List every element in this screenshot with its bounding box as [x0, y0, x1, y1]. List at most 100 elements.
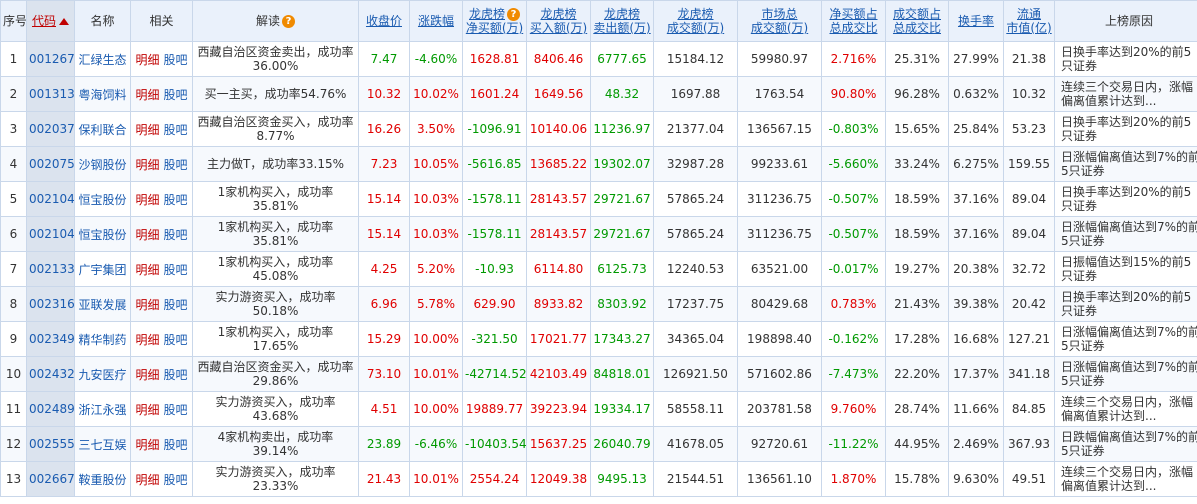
net-ratio-cell: 90.80% — [821, 76, 886, 112]
detail-link[interactable]: 明细 — [135, 367, 160, 382]
stock-code-link[interactable]: 002075 — [26, 146, 75, 182]
stock-name-link[interactable]: 精华制药 — [74, 321, 131, 357]
stock-code-link[interactable]: 001267 — [26, 41, 75, 77]
col-buy[interactable]: 龙虎榜 买入额(万) — [526, 0, 591, 42]
col-close[interactable]: 收盘价 — [358, 0, 410, 42]
forum-link[interactable]: 股吧 — [163, 437, 188, 452]
seq-cell: 8 — [0, 286, 27, 322]
net-buy-cell: 1628.81 — [462, 41, 527, 77]
col-code[interactable]: 代码 — [26, 0, 75, 42]
stock-code-link[interactable]: 002133 — [26, 251, 75, 287]
forum-link[interactable]: 股吧 — [163, 122, 188, 137]
forum-link[interactable]: 股吧 — [163, 367, 188, 382]
detail-link[interactable]: 明细 — [135, 297, 160, 312]
float-cap-cell: 84.85 — [1003, 391, 1055, 427]
mkt-deal-cell: 198898.40 — [737, 321, 822, 357]
turnover-cell: 17.37% — [948, 356, 1004, 392]
detail-link[interactable]: 明细 — [135, 262, 160, 277]
stock-name-link[interactable]: 九安医疗 — [74, 356, 131, 392]
stock-name-link[interactable]: 汇绿生态 — [74, 41, 131, 77]
help-icon[interactable]: ? — [282, 15, 295, 28]
buy-cell: 1649.56 — [526, 76, 591, 112]
col-change[interactable]: 涨跌幅 — [409, 0, 463, 42]
forum-link[interactable]: 股吧 — [163, 192, 188, 207]
detail-link[interactable]: 明细 — [135, 157, 160, 172]
stock-code-link[interactable]: 002432 — [26, 356, 75, 392]
deal-cell: 32987.28 — [653, 146, 738, 182]
detail-link[interactable]: 明细 — [135, 402, 160, 417]
stock-name-link[interactable]: 亚联发展 — [74, 286, 131, 322]
net-buy-cell: -1578.11 — [462, 216, 527, 252]
reason-cell: 日振幅值达到15%的前5只证券 — [1054, 251, 1197, 287]
stock-code-link[interactable]: 002037 — [26, 111, 75, 147]
forum-link[interactable]: 股吧 — [163, 227, 188, 242]
forum-link[interactable]: 股吧 — [163, 87, 188, 102]
float-cap-cell: 127.21 — [1003, 321, 1055, 357]
buy-cell: 28143.57 — [526, 216, 591, 252]
close-price-cell: 73.10 — [358, 356, 410, 392]
deal-cell: 12240.53 — [653, 251, 738, 287]
buy-cell: 39223.94 — [526, 391, 591, 427]
interpret-cell: 1家机构买入，成功率17.65% — [192, 321, 359, 357]
deal-ratio-cell: 17.28% — [885, 321, 949, 357]
stock-code-link[interactable]: 002555 — [26, 426, 75, 462]
close-price-cell: 16.26 — [358, 111, 410, 147]
mkt-deal-cell: 80429.68 — [737, 286, 822, 322]
related-cell: 明细 股吧 — [130, 216, 193, 252]
col-deal-ratio[interactable]: 成交额占 总成交比 — [885, 0, 949, 42]
stock-code-link[interactable]: 002104 — [26, 181, 75, 217]
col-sell[interactable]: 龙虎榜 卖出额(万) — [590, 0, 654, 42]
stock-code-link[interactable]: 002489 — [26, 391, 75, 427]
stock-name-link[interactable]: 三七互娱 — [74, 426, 131, 462]
related-cell: 明细 股吧 — [130, 391, 193, 427]
forum-link[interactable]: 股吧 — [163, 52, 188, 67]
detail-link[interactable]: 明细 — [135, 332, 160, 347]
col-float-cap[interactable]: 流通 市值(亿) — [1003, 0, 1055, 42]
stock-code-link[interactable]: 002104 — [26, 216, 75, 252]
detail-link[interactable]: 明细 — [135, 192, 160, 207]
col-deal[interactable]: 龙虎榜 成交额(万) — [653, 0, 738, 42]
detail-link[interactable]: 明细 — [135, 52, 160, 67]
forum-link[interactable]: 股吧 — [163, 472, 188, 487]
forum-link[interactable]: 股吧 — [163, 157, 188, 172]
deal-ratio-cell: 22.20% — [885, 356, 949, 392]
detail-link[interactable]: 明细 — [135, 227, 160, 242]
col-turnover[interactable]: 换手率 — [948, 0, 1004, 42]
stock-code-link[interactable]: 002316 — [26, 286, 75, 322]
stock-name-link[interactable]: 粤海饲料 — [74, 76, 131, 112]
table-row: 13 002667 鞍重股份 明细 股吧 实力游资买入，成功率23.33% 21.43 10.… — [0, 461, 1197, 497]
table-row: 1 001267 汇绿生态 明细 股吧 西藏自治区资金卖出，成功率36.00% 7.47 -4… — [0, 41, 1197, 77]
detail-link[interactable]: 明细 — [135, 472, 160, 487]
col-net-buy[interactable]: 龙虎榜? 净买额(万) — [462, 0, 527, 42]
forum-link[interactable]: 股吧 — [163, 297, 188, 312]
close-price-cell: 15.14 — [358, 181, 410, 217]
detail-link[interactable]: 明细 — [135, 122, 160, 137]
stock-name-link[interactable]: 保利联合 — [74, 111, 131, 147]
stock-code-link[interactable]: 001313 — [26, 76, 75, 112]
forum-link[interactable]: 股吧 — [163, 262, 188, 277]
net-buy-cell: -10403.54 — [462, 426, 527, 462]
seq-cell: 9 — [0, 321, 27, 357]
interpret-cell: 买一主买，成功率54.76% — [192, 76, 359, 112]
stock-name-link[interactable]: 广宇集团 — [74, 251, 131, 287]
stock-name-link[interactable]: 恒宝股份 — [74, 181, 131, 217]
net-ratio-cell: 1.870% — [821, 461, 886, 497]
float-cap-cell: 89.04 — [1003, 216, 1055, 252]
forum-link[interactable]: 股吧 — [163, 332, 188, 347]
stock-name-link[interactable]: 恒宝股份 — [74, 216, 131, 252]
forum-link[interactable]: 股吧 — [163, 402, 188, 417]
stock-name-link[interactable]: 鞍重股份 — [74, 461, 131, 497]
stock-name-link[interactable]: 浙江永强 — [74, 391, 131, 427]
table-row: 12 002555 三七互娱 明细 股吧 4家机构卖出，成功率39.14% 23.89 -6.… — [0, 426, 1197, 462]
col-mkt-deal[interactable]: 市场总 成交额(万) — [737, 0, 822, 42]
related-cell: 明细 股吧 — [130, 251, 193, 287]
detail-link[interactable]: 明细 — [135, 437, 160, 452]
stock-code-link[interactable]: 002349 — [26, 321, 75, 357]
detail-link[interactable]: 明细 — [135, 87, 160, 102]
stock-code-link[interactable]: 002667 — [26, 461, 75, 497]
interpret-cell: 西藏自治区资金卖出，成功率36.00% — [192, 41, 359, 77]
stock-name-link[interactable]: 沙钢股份 — [74, 146, 131, 182]
help-icon[interactable]: ? — [507, 8, 520, 21]
col-net-ratio[interactable]: 净买额占 总成交比 — [821, 0, 886, 42]
net-ratio-cell: -0.507% — [821, 181, 886, 217]
